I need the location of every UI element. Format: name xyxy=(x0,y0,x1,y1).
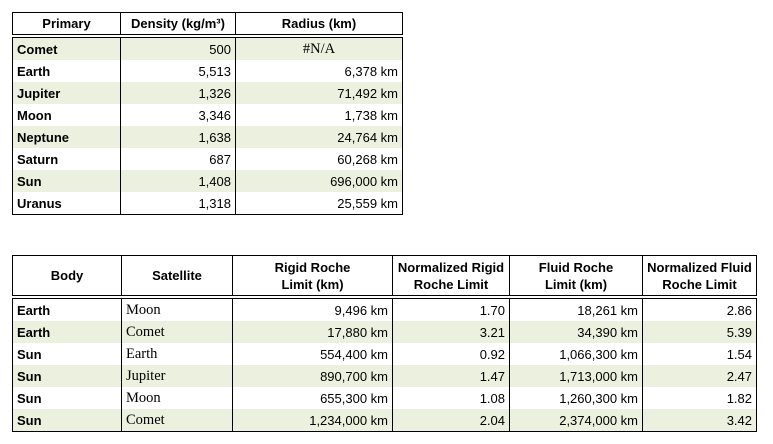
norm-fluid-cell[interactable]: 2.47 xyxy=(642,365,757,387)
roche-row: Earth Comet 17,880 km 3.21 34,390 km 5.3… xyxy=(12,321,757,343)
radius-cell[interactable]: 71,492 km xyxy=(235,82,403,104)
rigid-roche-cell[interactable]: 1,234,000 km xyxy=(232,409,393,432)
radius-cell[interactable]: 6,378 km xyxy=(235,60,403,82)
primary-cell[interactable]: Neptune xyxy=(12,126,121,148)
norm-rigid-cell[interactable]: 1.08 xyxy=(392,387,510,409)
satellite-cell[interactable]: Moon xyxy=(121,297,233,321)
fluid-roche-cell[interactable]: 34,390 km xyxy=(509,321,643,343)
fluid-roche-cell[interactable]: 1,066,300 km xyxy=(509,343,643,365)
roche-row: Sun Jupiter 890,700 km 1.47 1,713,000 km… xyxy=(12,365,757,387)
col-header-radius[interactable]: Radius (km) xyxy=(235,12,403,38)
satellite-cell[interactable]: Comet xyxy=(121,409,233,432)
density-cell[interactable]: 3,346 xyxy=(120,104,236,126)
norm-fluid-cell[interactable]: 5.39 xyxy=(642,321,757,343)
density-cell[interactable]: 687 xyxy=(120,148,236,170)
radius-cell[interactable]: 24,764 km xyxy=(235,126,403,148)
primaries-header-row: Primary Density (kg/m³) Radius (km) xyxy=(12,12,403,38)
roche-row: Sun Comet 1,234,000 km 2.04 2,374,000 km… xyxy=(12,409,757,432)
body-cell[interactable]: Earth xyxy=(12,297,122,321)
primary-cell[interactable]: Jupiter xyxy=(12,82,121,104)
body-cell[interactable]: Sun xyxy=(12,343,122,365)
norm-fluid-cell[interactable]: 1.54 xyxy=(642,343,757,365)
norm-rigid-cell[interactable]: 2.04 xyxy=(392,409,510,432)
density-cell[interactable]: 1,326 xyxy=(120,82,236,104)
fluid-roche-cell[interactable]: 1,260,300 km xyxy=(509,387,643,409)
satellite-cell[interactable]: Moon xyxy=(121,387,233,409)
col-header-body[interactable]: Body xyxy=(12,255,122,299)
density-cell[interactable]: 5,513 xyxy=(120,60,236,82)
norm-fluid-cell[interactable]: 2.86 xyxy=(642,297,757,321)
primary-cell[interactable]: Uranus xyxy=(12,192,121,215)
col-header-normalized-rigid-roche-limit[interactable]: Normalized Rigid Roche Limit xyxy=(392,255,510,299)
body-cell[interactable]: Sun xyxy=(12,409,122,432)
rigid-roche-cell[interactable]: 655,300 km xyxy=(232,387,393,409)
roche-row: Earth Moon 9,496 km 1.70 18,261 km 2.86 xyxy=(12,297,757,321)
body-cell[interactable]: Sun xyxy=(12,365,122,387)
fluid-roche-cell[interactable]: 18,261 km xyxy=(509,297,643,321)
fluid-roche-cell[interactable]: 1,713,000 km xyxy=(509,365,643,387)
norm-rigid-cell[interactable]: 0.92 xyxy=(392,343,510,365)
primaries-row: Uranus 1,318 25,559 km xyxy=(12,192,403,215)
satellite-cell[interactable]: Jupiter xyxy=(121,365,233,387)
primary-cell[interactable]: Moon xyxy=(12,104,121,126)
rigid-roche-cell[interactable]: 9,496 km xyxy=(232,297,393,321)
norm-rigid-cell[interactable]: 1.47 xyxy=(392,365,510,387)
col-header-fluid-roche-limit[interactable]: Fluid Roche Limit (km) xyxy=(509,255,643,299)
primaries-row: Jupiter 1,326 71,492 km xyxy=(12,82,403,104)
radius-cell[interactable]: #N/A xyxy=(235,36,403,60)
primaries-row: Sun 1,408 696,000 km xyxy=(12,170,403,192)
radius-cell[interactable]: 60,268 km xyxy=(235,148,403,170)
norm-fluid-cell[interactable]: 3.42 xyxy=(642,409,757,432)
body-cell[interactable]: Sun xyxy=(12,387,122,409)
norm-fluid-cell[interactable]: 1.82 xyxy=(642,387,757,409)
primaries-row: Comet 500 #N/A xyxy=(12,36,403,60)
radius-cell[interactable]: 696,000 km xyxy=(235,170,403,192)
roche-row: Sun Moon 655,300 km 1.08 1,260,300 km 1.… xyxy=(12,387,757,409)
col-header-density[interactable]: Density (kg/m³) xyxy=(120,12,236,38)
density-cell[interactable]: 1,318 xyxy=(120,192,236,215)
satellite-cell[interactable]: Earth xyxy=(121,343,233,365)
primary-cell[interactable]: Saturn xyxy=(12,148,121,170)
norm-rigid-cell[interactable]: 1.70 xyxy=(392,297,510,321)
norm-rigid-cell[interactable]: 3.21 xyxy=(392,321,510,343)
primaries-row: Neptune 1,638 24,764 km xyxy=(12,126,403,148)
primary-cell[interactable]: Earth xyxy=(12,60,121,82)
col-header-normalized-fluid-roche-limit[interactable]: Normalized Fluid Roche Limit xyxy=(642,255,757,299)
rigid-roche-cell[interactable]: 890,700 km xyxy=(232,365,393,387)
col-header-rigid-roche-limit[interactable]: Rigid Roche Limit (km) xyxy=(232,255,393,299)
radius-cell[interactable]: 1,738 km xyxy=(235,104,403,126)
rigid-roche-cell[interactable]: 554,400 km xyxy=(232,343,393,365)
primary-cell[interactable]: Comet xyxy=(12,36,121,60)
density-cell[interactable]: 500 xyxy=(120,36,236,60)
rigid-roche-cell[interactable]: 17,880 km xyxy=(232,321,393,343)
roche-row: Sun Earth 554,400 km 0.92 1,066,300 km 1… xyxy=(12,343,757,365)
fluid-roche-cell[interactable]: 2,374,000 km xyxy=(509,409,643,432)
density-cell[interactable]: 1,638 xyxy=(120,126,236,148)
primaries-row: Saturn 687 60,268 km xyxy=(12,148,403,170)
body-cell[interactable]: Earth xyxy=(12,321,122,343)
density-cell[interactable]: 1,408 xyxy=(120,170,236,192)
radius-cell[interactable]: 25,559 km xyxy=(235,192,403,215)
primary-cell[interactable]: Sun xyxy=(12,170,121,192)
roche-header-row: Body Satellite Rigid Roche Limit (km) No… xyxy=(12,255,757,299)
col-header-primary[interactable]: Primary xyxy=(12,12,121,38)
col-header-satellite[interactable]: Satellite xyxy=(121,255,233,299)
roche-limits-table: Body Satellite Rigid Roche Limit (km) No… xyxy=(12,255,757,432)
satellite-cell[interactable]: Comet xyxy=(121,321,233,343)
primaries-table: Primary Density (kg/m³) Radius (km) Come… xyxy=(12,12,403,215)
primaries-row: Moon 3,346 1,738 km xyxy=(12,104,403,126)
primaries-row: Earth 5,513 6,378 km xyxy=(12,60,403,82)
